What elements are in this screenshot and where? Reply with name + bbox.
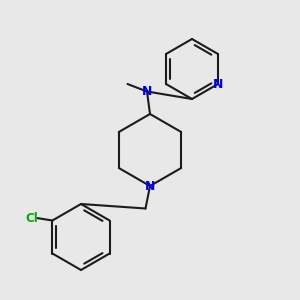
Text: N: N (142, 85, 152, 98)
Text: N: N (145, 179, 155, 193)
Text: Cl: Cl (25, 212, 38, 225)
Text: N: N (213, 77, 223, 91)
